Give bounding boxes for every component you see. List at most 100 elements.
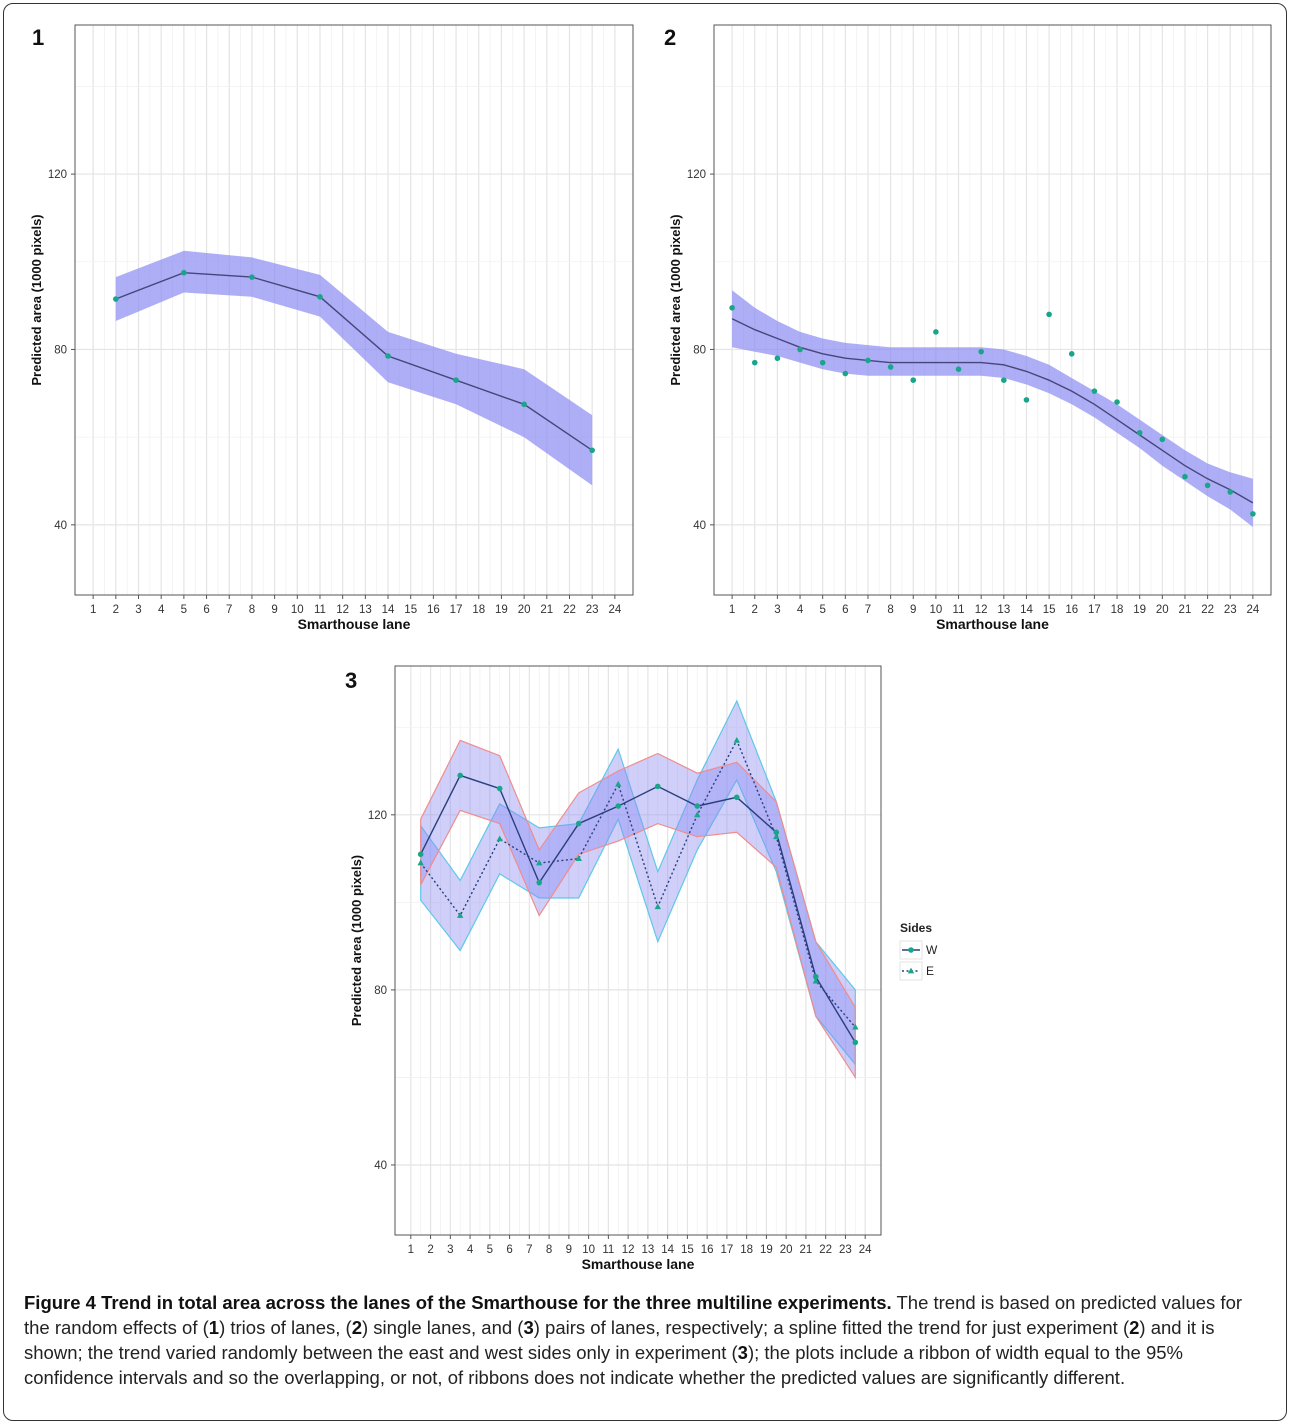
- confidence-ribbon: [115, 250, 593, 486]
- x-tick-label: 2: [752, 604, 758, 616]
- x-tick-label: 3: [774, 604, 780, 616]
- data-point-e: [456, 912, 464, 918]
- caption-text-4: ) pairs of lanes, respectively; a spline…: [533, 1317, 1130, 1338]
- plot-border: [74, 24, 634, 596]
- confidence-ribbon-w: [420, 739, 856, 1080]
- x-tick-label: 5: [819, 604, 825, 616]
- x-tick-label: 6: [203, 604, 209, 616]
- x-tick-label: 5: [181, 604, 187, 616]
- caption-bold-1: 1: [208, 1317, 220, 1338]
- x-tick-label: 22: [819, 1244, 832, 1256]
- x-tick-label: 13: [359, 604, 372, 616]
- data-point: [1159, 436, 1166, 443]
- x-tick-label: 3: [447, 1244, 453, 1256]
- panel-label: 2: [664, 25, 676, 50]
- y-tick-label: 40: [693, 520, 706, 532]
- data-point: [1182, 473, 1188, 480]
- legend-key-marker: [908, 947, 914, 953]
- spline-line: [731, 318, 1254, 504]
- data-point-w: [773, 829, 780, 836]
- x-tick-label: 10: [929, 604, 942, 616]
- caption-text-2: ) trios of lanes, (: [219, 1317, 352, 1338]
- x-tick-label: 4: [467, 1244, 474, 1256]
- legend-title: Sides: [900, 921, 932, 935]
- x-tick-label: 18: [1111, 604, 1124, 616]
- data-point-e: [812, 977, 820, 984]
- y-tick-label: 80: [374, 985, 387, 997]
- y-tick-label: 40: [374, 1160, 387, 1172]
- confidence-ribbon: [732, 290, 1253, 527]
- x-tick-label: 23: [586, 604, 599, 616]
- data-point: [589, 447, 595, 454]
- x-tick-label: 18: [740, 1244, 753, 1256]
- x-axis-title: Smarthouse lane: [936, 616, 1049, 632]
- x-tick-label: 9: [271, 604, 277, 616]
- figure-caption: Figure 4 Trend in total area across the …: [24, 1290, 1264, 1390]
- panel-label: 1: [32, 25, 44, 50]
- x-tick-label: 2: [113, 604, 119, 616]
- legend-label: E: [926, 964, 934, 978]
- data-point-e: [615, 780, 622, 787]
- caption-text-6: ); the plots include a ribbon of width e…: [24, 1342, 1183, 1388]
- legend-label: W: [926, 943, 938, 957]
- x-tick-label: 21: [800, 1244, 813, 1256]
- panel-label: 3: [345, 668, 357, 693]
- data-point-w: [615, 803, 622, 809]
- x-tick-label: 21: [540, 604, 553, 616]
- data-point: [729, 305, 735, 311]
- data-point-w: [654, 783, 661, 790]
- data-point: [865, 357, 871, 364]
- data-point: [317, 294, 323, 300]
- plot-border: [394, 665, 882, 1236]
- x-tick-label: 4: [797, 604, 804, 616]
- data-point-e: [733, 737, 740, 743]
- data-point: [751, 359, 758, 366]
- x-axis-title: Smarthouse lane: [298, 616, 411, 632]
- x-tick-label: 23: [839, 1244, 852, 1256]
- data-point: [181, 269, 187, 276]
- x-tick-label: 12: [622, 1244, 635, 1256]
- data-point-w: [457, 772, 463, 779]
- x-tick-label: 7: [526, 1244, 532, 1256]
- data-point-w: [733, 794, 740, 801]
- y-tick-label: 80: [54, 344, 67, 356]
- data-point-e: [496, 835, 503, 842]
- trend-line: [115, 271, 593, 451]
- x-tick-label: 24: [859, 1244, 872, 1256]
- data-point-w: [813, 973, 819, 980]
- x-tick-label: 1: [729, 604, 735, 616]
- x-tick-label: 9: [566, 1244, 572, 1256]
- y-tick-label: 120: [368, 810, 387, 822]
- x-tick-label: 1: [408, 1244, 414, 1256]
- x-tick-label: 5: [487, 1244, 493, 1256]
- x-tick-label: 8: [887, 604, 893, 616]
- y-axis-title: Predicted area (1000 pixels): [29, 214, 44, 385]
- data-point-w: [417, 851, 424, 858]
- caption-text-5: ) and it is shown; the trend varied rand…: [24, 1317, 1215, 1363]
- x-tick-label: 18: [472, 604, 485, 616]
- caption-bold-2: 2: [351, 1317, 362, 1338]
- data-point: [249, 274, 255, 280]
- series-line-w: [420, 774, 856, 1043]
- x-tick-label: 10: [582, 1244, 595, 1256]
- x-tick-label: 19: [495, 604, 508, 616]
- data-point-w: [536, 879, 543, 886]
- data-point: [1227, 489, 1234, 495]
- x-tick-label: 20: [1156, 604, 1169, 616]
- data-point: [842, 370, 849, 377]
- y-tick-label: 120: [687, 169, 706, 181]
- y-tick-label: 80: [693, 344, 706, 356]
- data-point: [1001, 377, 1007, 383]
- legend: Sides WE: [899, 921, 938, 981]
- x-tick-label: 17: [1088, 604, 1101, 616]
- data-point-w: [852, 1039, 859, 1046]
- x-tick-label: 14: [1020, 604, 1033, 616]
- plot-border: [713, 24, 1272, 596]
- data-point: [1091, 388, 1098, 394]
- x-tick-label: 7: [865, 604, 871, 616]
- data-point: [774, 355, 781, 362]
- data-point-e: [417, 859, 424, 866]
- x-tick-label: 16: [1065, 604, 1078, 616]
- x-tick-label: 6: [842, 604, 848, 616]
- data-point: [521, 401, 527, 408]
